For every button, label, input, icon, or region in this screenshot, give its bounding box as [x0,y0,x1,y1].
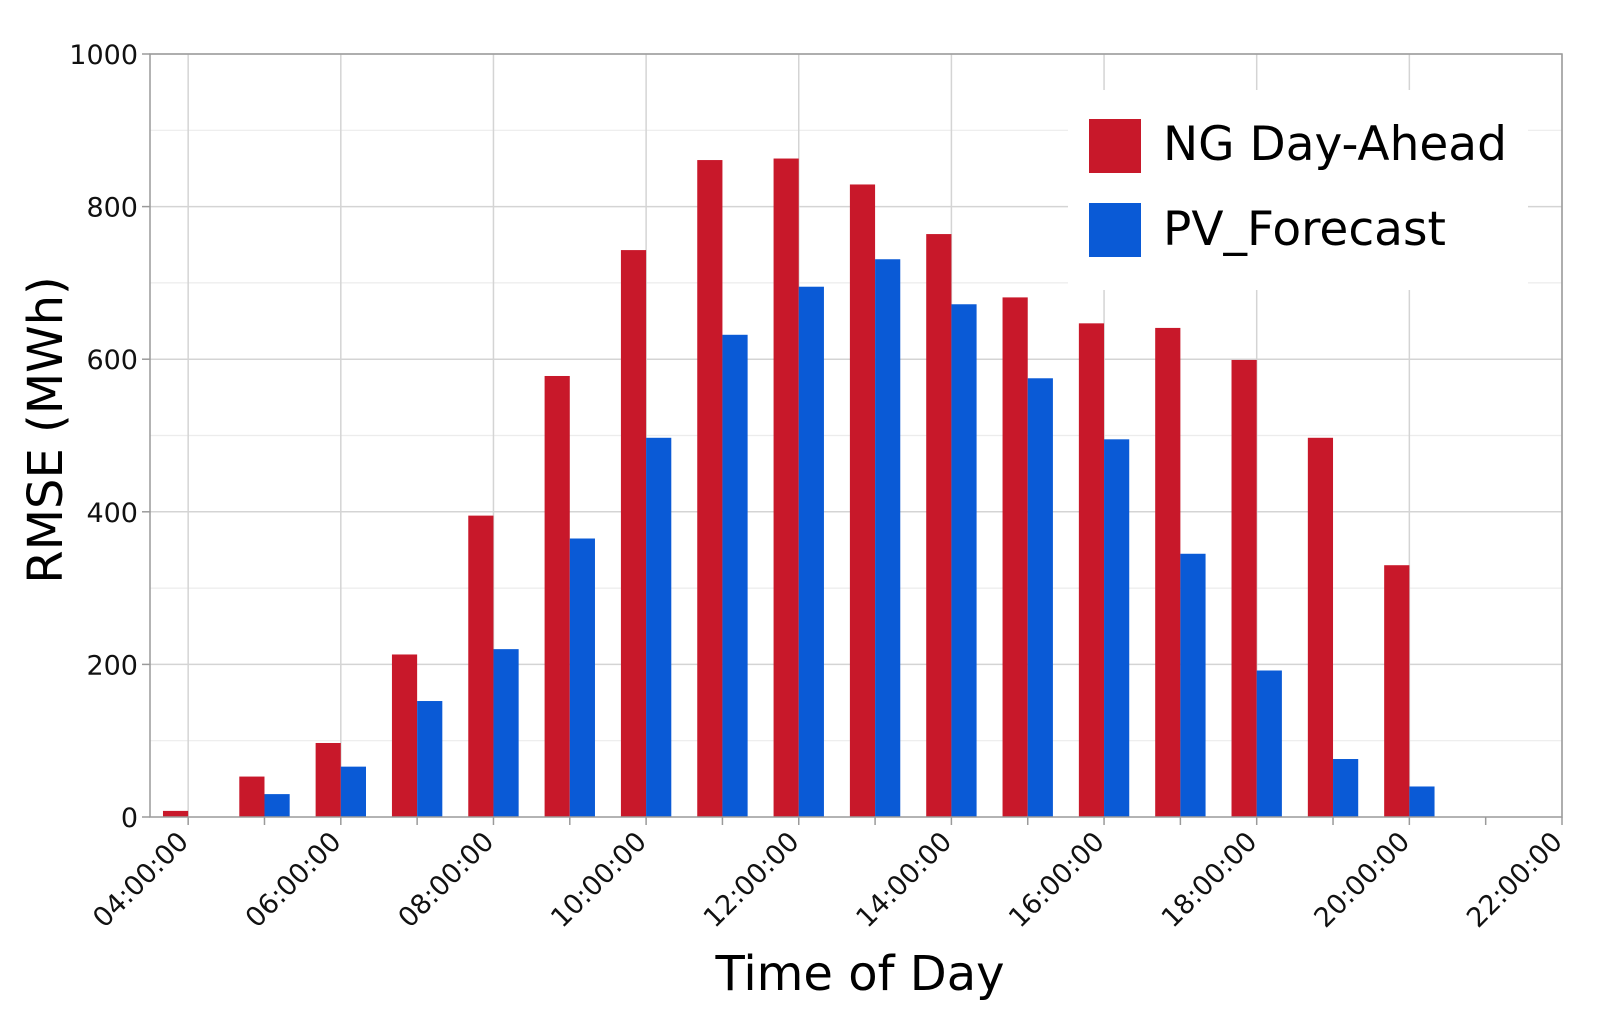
bar-ng-day-ahead [162,810,189,817]
bar-ng-day-ahead [849,184,876,817]
bar-ng-day-ahead [620,250,647,817]
bar-ng-day-ahead [697,160,723,817]
y-tick-label: 800 [86,193,138,224]
x-tick-label: 04:00:00 [87,826,195,934]
bar-ng-day-ahead [544,375,570,817]
plot-border [149,53,1563,818]
y-tick-label: 1000 [69,40,138,71]
bar-pv-forecast [1333,759,1359,817]
bar-ng-day-ahead [1078,323,1105,817]
x-tick-label: 12:00:00 [698,826,806,934]
bar-ng-day-ahead [1384,565,1410,817]
legend-label-ng-day-ahead: NG Day-Ahead [1163,117,1507,172]
axes [142,53,1563,825]
legend-box [1068,90,1528,290]
x-axis-title: Time of Day [714,946,1004,1002]
bars [162,158,1435,818]
y-tick-label: 0 [121,803,138,834]
bar-pv-forecast [417,701,443,817]
bar-pv-forecast [875,259,901,817]
y-tick-label: 400 [86,498,138,529]
bar-ng-day-ahead [773,158,799,817]
x-tick-label: 20:00:00 [1308,826,1416,934]
bar-pv-forecast [951,304,977,817]
x-tick-label: 22:00:00 [1461,826,1569,934]
x-tick-label: 16:00:00 [1003,826,1111,934]
y-tick-label: 600 [86,345,138,376]
bar-ng-day-ahead [1231,359,1257,817]
bar-ng-day-ahead [1002,297,1028,818]
x-tick-label: 18:00:00 [1156,826,1264,934]
x-tick-label: 10:00:00 [545,826,653,934]
legend-swatch-ng-day-ahead [1089,119,1141,173]
bar-pv-forecast [1409,786,1435,817]
bar-pv-forecast [1256,670,1282,817]
bar-pv-forecast [646,437,672,817]
bar-pv-forecast [569,538,595,817]
x-tick-label: 06:00:00 [240,826,348,934]
y-axis-title: RMSE (MWh) [18,276,74,584]
legend-label-pv-forecast: PV_Forecast [1163,202,1446,257]
bar-ng-day-ahead [239,776,265,817]
bar-pv-forecast [264,794,290,817]
legend: NG Day-Ahead PV_Forecast [1068,90,1528,290]
bar-ng-day-ahead [391,654,418,817]
bar-pv-forecast [798,286,824,818]
x-tick-label: 14:00:00 [850,826,958,934]
bar-ng-day-ahead [315,742,341,817]
bar-pv-forecast [1180,553,1206,817]
bar-pv-forecast [340,766,366,817]
x-tick-label: 08:00:00 [392,826,500,934]
bar-ng-day-ahead [1155,327,1181,817]
bar-ng-day-ahead [468,515,494,817]
bar-pv-forecast [1104,439,1130,817]
bar-pv-forecast [722,334,748,817]
bar-ng-day-ahead [1307,437,1334,817]
bar-pv-forecast [1027,378,1053,817]
legend-swatch-pv-forecast [1089,203,1141,257]
bar-pv-forecast [493,649,519,817]
y-tick-label: 200 [86,650,138,681]
bar-ng-day-ahead [926,234,952,817]
